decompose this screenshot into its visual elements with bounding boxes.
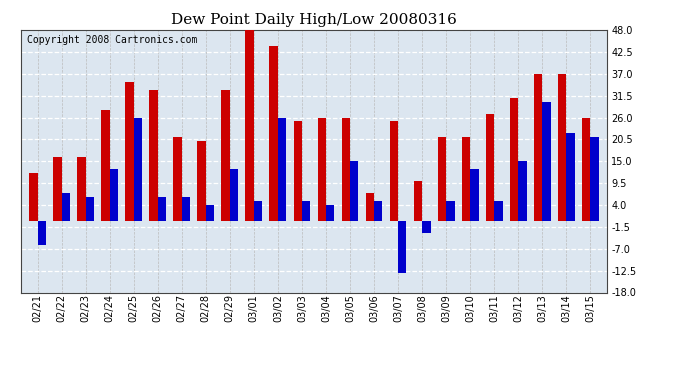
Bar [53, 157, 61, 221]
Bar [542, 102, 551, 221]
Bar [518, 161, 526, 221]
Bar [181, 197, 190, 221]
Bar [374, 201, 382, 221]
Bar [86, 197, 94, 221]
Bar [29, 173, 37, 221]
Bar [326, 205, 335, 221]
Bar [494, 201, 502, 221]
Bar [317, 117, 326, 221]
Bar [486, 114, 494, 221]
Text: Copyright 2008 Cartronics.com: Copyright 2008 Cartronics.com [26, 35, 197, 45]
Bar [158, 197, 166, 221]
Bar [77, 157, 86, 221]
Bar [366, 193, 374, 221]
Bar [470, 169, 479, 221]
Bar [414, 181, 422, 221]
Bar [422, 221, 431, 233]
Bar [254, 201, 262, 221]
Bar [206, 205, 214, 221]
Bar [278, 117, 286, 221]
Bar [126, 82, 134, 221]
Bar [534, 74, 542, 221]
Bar [510, 98, 518, 221]
Bar [558, 74, 566, 221]
Bar [342, 117, 350, 221]
Bar [390, 122, 398, 221]
Bar [270, 46, 278, 221]
Bar [462, 137, 470, 221]
Bar [446, 201, 455, 221]
Bar [230, 169, 238, 221]
Bar [197, 141, 206, 221]
Bar [221, 90, 230, 221]
Bar [398, 221, 406, 273]
Bar [302, 201, 311, 221]
Bar [149, 90, 158, 221]
Bar [61, 193, 70, 221]
Bar [173, 137, 181, 221]
Bar [246, 30, 254, 221]
Bar [566, 134, 575, 221]
Bar [582, 117, 591, 221]
Bar [101, 110, 110, 221]
Bar [591, 137, 599, 221]
Bar [437, 137, 446, 221]
Bar [350, 161, 358, 221]
Bar [134, 117, 142, 221]
Bar [110, 169, 118, 221]
Bar [293, 122, 302, 221]
Bar [37, 221, 46, 245]
Title: Dew Point Daily High/Low 20080316: Dew Point Daily High/Low 20080316 [171, 13, 457, 27]
